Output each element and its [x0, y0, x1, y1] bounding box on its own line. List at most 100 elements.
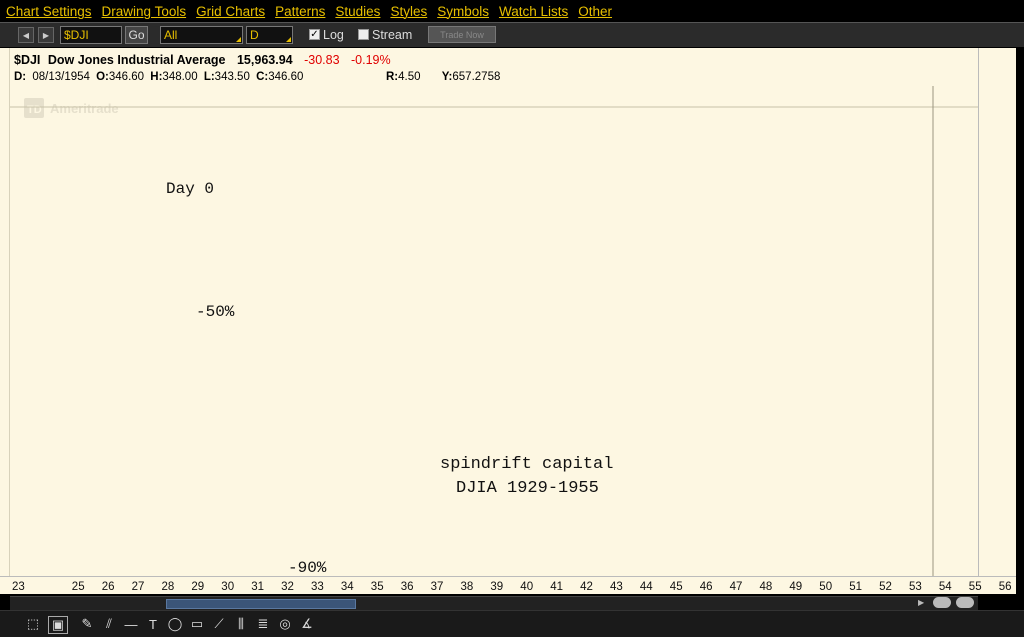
x-tick-label: 34 [341, 581, 354, 593]
x-tick-label: 33 [311, 581, 324, 593]
menu-studies[interactable]: Studies [335, 3, 381, 19]
x-tick-label: 28 [162, 581, 175, 593]
select-tool-icon[interactable]: ▣ [48, 616, 68, 634]
date-label: D: [14, 71, 26, 83]
y-label: Y: [442, 71, 453, 83]
log-label: Log [323, 28, 344, 42]
time-range-value: All [164, 28, 178, 42]
menu-styles[interactable]: Styles [390, 3, 428, 19]
x-tick-label: 43 [610, 581, 623, 593]
menu-other[interactable]: Other [578, 3, 613, 19]
fib-icon[interactable]: ≣ [257, 616, 269, 631]
scroll-right-icon[interactable]: ▶ [918, 598, 925, 607]
x-tick-label: 23 [12, 581, 25, 593]
toolbar: ◀ ▶ $DJI Go All D ✓ Log Stream Trade Now [0, 22, 1024, 47]
time-axis-labels: 23 25 26 27 28 29 30 31 32 33 34 35 36 37 38 39 40 41 42 43… [12, 581, 1011, 593]
price-axis[interactable]: 5075100125150175200225250275300350400450… [978, 48, 1016, 576]
x-tick-label: 30 [221, 581, 234, 593]
menu-symbols[interactable]: Symbols [437, 3, 489, 19]
zoom-out-icon[interactable] [933, 597, 951, 608]
gann-icon[interactable]: ⫼ [238, 616, 244, 631]
price-axis-labels: 5075100125150175200225250275300350400450… [979, 48, 1017, 576]
menu-patterns[interactable]: Patterns [275, 3, 326, 19]
x-tick-label: 27 [132, 581, 145, 593]
cursor-icon[interactable]: ⬚ [26, 616, 40, 631]
x-tick-label: 53 [909, 581, 922, 593]
annotation-credit: spindrift capital [440, 455, 613, 474]
zoom-in-icon[interactable] [956, 597, 974, 608]
trendline-icon[interactable]: ⟋ [214, 616, 224, 631]
x-tick-label: 51 [849, 581, 862, 593]
time-range-select[interactable]: All [160, 26, 243, 44]
header-name: Dow Jones Industrial Average [48, 53, 226, 67]
x-tick-label: 50 [819, 581, 832, 593]
annotation-subtitle: DJIA 1929-1955 [456, 479, 599, 498]
low-label: L: [204, 71, 215, 83]
open-label: O: [96, 71, 109, 83]
menu-chart-settings[interactable]: Chart Settings [6, 3, 92, 19]
svg-text:$DJI Dow Jones Industria: $DJI Dow Jones Industrial Average 15,963… [14, 53, 391, 67]
time-axis[interactable]: 23 25 26 27 28 29 30 31 32 33 34 35 36 37 38 39 40 41 42 43… [0, 576, 1016, 594]
x-tick-label: 35 [371, 581, 384, 593]
x-tick-label: 42 [580, 581, 593, 593]
open-value: 346.60 [109, 71, 144, 83]
chart-area[interactable]: $DJI Dow Jones Industrial Average 15,963… [10, 48, 978, 576]
x-tick-label: 49 [789, 581, 802, 593]
x-tick-label: 45 [670, 581, 683, 593]
symbol-input[interactable]: $DJI [60, 26, 122, 44]
drawing-tools-bar: ⬚ ▣ ✎ ⫽ — T ◯ ▭ ⟋ ⫼ ≣ ◎ ∡ [0, 610, 1024, 637]
forward-arrow-icon[interactable]: ▶ [38, 27, 54, 43]
x-tick-label: 31 [251, 581, 264, 593]
header-change: -30.83 [304, 53, 339, 67]
horizontal-line-icon[interactable]: — [124, 616, 138, 632]
ellipse-icon[interactable]: ◯ [167, 616, 183, 631]
left-margin [0, 48, 10, 576]
x-tick-label: 41 [550, 581, 563, 593]
watermark-text: Ameritrade [50, 101, 119, 116]
rectangle-icon[interactable]: ▭ [190, 616, 204, 631]
header-symbol: $DJI [14, 53, 40, 67]
svg-text:D: 08/13/1954 O:34: D: 08/13/1954 O:346.60 H:348.00 L:343.50… [14, 71, 303, 83]
close-value: 346.60 [268, 71, 303, 83]
x-tick-label: 26 [102, 581, 115, 593]
aggregation-value: D [250, 28, 259, 42]
range-value: 4.50 [398, 71, 420, 83]
chart-scrollbar[interactable] [10, 596, 978, 611]
x-tick-label: 37 [431, 581, 444, 593]
header-last: 15,963.94 [237, 53, 293, 67]
menu-bar: Chart Settings Drawing Tools Grid Charts… [0, 0, 1024, 22]
td-logo-icon [24, 98, 44, 118]
menu-drawing-tools[interactable]: Drawing Tools [101, 3, 187, 19]
back-arrow-icon[interactable]: ◀ [18, 27, 34, 43]
date-value: 08/13/1954 [32, 71, 90, 83]
spiral-icon[interactable]: ◎ [279, 616, 291, 631]
close-label: C: [256, 71, 268, 83]
stream-label: Stream [372, 28, 413, 42]
trade-now-button[interactable]: Trade Now [428, 26, 496, 43]
menu-watch-lists[interactable]: Watch Lists [498, 3, 569, 19]
x-tick-label: 39 [490, 581, 503, 593]
log-checkbox[interactable]: ✓ [309, 29, 320, 40]
x-tick-label: 46 [700, 581, 713, 593]
y-value: 657.2758 [452, 71, 500, 83]
x-tick-label: 55 [969, 581, 982, 593]
parallel-lines-icon[interactable]: ⫽ [106, 616, 112, 631]
right-edge [1016, 48, 1024, 608]
menu-grid-charts[interactable]: Grid Charts [196, 3, 266, 19]
header-change-pct: -0.19% [351, 53, 391, 67]
x-tick-label: 32 [281, 581, 294, 593]
scrollbar-thumb[interactable] [166, 599, 356, 609]
text-tool-icon[interactable]: T [149, 616, 157, 632]
x-tick-label: 54 [939, 581, 952, 593]
pencil-icon[interactable]: ✎ [81, 616, 93, 631]
go-button[interactable]: Go [125, 26, 148, 44]
trade-now-label: Trade Now [440, 29, 484, 40]
svg-text:R:4.50 Y:657.2758: R:4.50 Y:657.2758 [386, 71, 500, 83]
high-value: 348.00 [162, 71, 197, 83]
annotation-day0: Day 0 [166, 180, 214, 198]
price-chart[interactable]: $DJI Dow Jones Industrial Average 15,963… [10, 48, 978, 576]
fan-icon[interactable]: ∡ [301, 616, 313, 631]
aggregation-select[interactable]: D [246, 26, 293, 44]
annotation-minus50: -50% [196, 303, 235, 321]
stream-checkbox[interactable] [358, 29, 369, 40]
